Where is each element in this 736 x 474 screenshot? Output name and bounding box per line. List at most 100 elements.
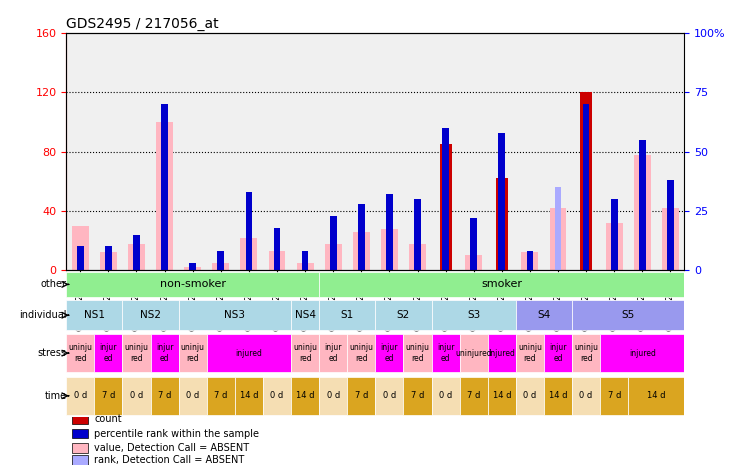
Bar [580, 92, 592, 270]
Text: time: time [45, 391, 67, 401]
FancyBboxPatch shape [94, 376, 122, 415]
Bar [217, 251, 224, 270]
Text: NS3: NS3 [224, 310, 245, 320]
Text: injured: injured [489, 349, 515, 357]
Bar [409, 244, 426, 270]
FancyBboxPatch shape [179, 301, 291, 330]
Text: smoker: smoker [481, 279, 523, 290]
Text: count: count [94, 414, 121, 425]
FancyBboxPatch shape [544, 334, 572, 373]
Bar [325, 244, 342, 270]
FancyBboxPatch shape [516, 334, 544, 373]
FancyBboxPatch shape [235, 376, 263, 415]
Bar [358, 204, 364, 270]
Bar [302, 251, 308, 270]
Bar [189, 263, 196, 270]
Bar [72, 415, 88, 424]
Text: injur
ed: injur ed [381, 344, 398, 363]
FancyBboxPatch shape [460, 334, 488, 373]
FancyBboxPatch shape [431, 376, 460, 415]
Bar [470, 218, 477, 270]
Text: NS1: NS1 [84, 310, 105, 320]
Bar [634, 155, 651, 270]
FancyBboxPatch shape [122, 334, 151, 373]
Text: 0 d: 0 d [130, 392, 143, 400]
Bar [381, 229, 398, 270]
Text: injured: injured [236, 349, 262, 357]
Text: uninju
red: uninju red [350, 344, 373, 363]
Bar [269, 251, 286, 270]
Bar [105, 246, 112, 270]
Text: injur
ed: injur ed [325, 344, 342, 363]
Text: injur
ed: injur ed [99, 344, 117, 363]
FancyBboxPatch shape [375, 334, 403, 373]
Bar [77, 246, 84, 270]
Bar [77, 246, 84, 270]
Text: 0 d: 0 d [523, 392, 537, 400]
Bar [246, 192, 252, 270]
Text: S1: S1 [341, 310, 354, 320]
FancyBboxPatch shape [263, 376, 291, 415]
FancyBboxPatch shape [94, 334, 122, 373]
Text: injur
ed: injur ed [156, 344, 174, 363]
FancyBboxPatch shape [291, 334, 319, 373]
FancyBboxPatch shape [572, 334, 600, 373]
Text: non-smoker: non-smoker [160, 279, 226, 290]
FancyBboxPatch shape [347, 376, 375, 415]
Text: rank, Detection Call = ABSENT: rank, Detection Call = ABSENT [94, 455, 244, 465]
Text: 14 d: 14 d [647, 392, 665, 400]
FancyBboxPatch shape [572, 376, 600, 415]
FancyBboxPatch shape [375, 376, 403, 415]
Bar [439, 144, 451, 270]
FancyBboxPatch shape [347, 334, 375, 373]
FancyBboxPatch shape [460, 376, 488, 415]
Bar [606, 223, 623, 270]
FancyBboxPatch shape [319, 272, 684, 297]
FancyBboxPatch shape [179, 376, 207, 415]
FancyBboxPatch shape [207, 376, 235, 415]
Bar [639, 140, 645, 270]
FancyBboxPatch shape [66, 376, 94, 415]
Text: uninju
red: uninju red [518, 344, 542, 363]
Bar [386, 204, 393, 270]
Text: uninjured: uninjured [456, 349, 492, 357]
FancyBboxPatch shape [319, 334, 347, 373]
FancyBboxPatch shape [319, 301, 375, 330]
Bar [156, 122, 173, 270]
Text: uninju
red: uninju red [574, 344, 598, 363]
Bar [72, 429, 88, 438]
Bar [496, 178, 508, 270]
Text: S3: S3 [467, 310, 481, 320]
Bar [72, 455, 88, 465]
Bar [353, 232, 369, 270]
Text: percentile rank within the sample: percentile rank within the sample [94, 428, 259, 439]
Bar [526, 251, 534, 270]
Bar [358, 211, 364, 270]
Bar [189, 263, 196, 270]
Bar [72, 226, 89, 270]
FancyBboxPatch shape [431, 334, 460, 373]
Text: injur
ed: injur ed [549, 344, 567, 363]
Bar [330, 216, 336, 270]
FancyBboxPatch shape [151, 334, 179, 373]
FancyBboxPatch shape [403, 376, 431, 415]
Text: individual: individual [19, 310, 67, 320]
Bar [213, 263, 229, 270]
Text: 14 d: 14 d [549, 392, 567, 400]
FancyBboxPatch shape [319, 376, 347, 415]
Text: 0 d: 0 d [579, 392, 592, 400]
Bar [667, 180, 673, 270]
Text: NS4: NS4 [294, 310, 316, 320]
FancyBboxPatch shape [431, 301, 516, 330]
Text: injur
ed: injur ed [437, 344, 454, 363]
Bar [611, 204, 618, 270]
Bar [100, 252, 117, 270]
FancyBboxPatch shape [122, 376, 151, 415]
Bar [465, 255, 482, 270]
Bar [667, 185, 673, 270]
FancyBboxPatch shape [544, 376, 572, 415]
Bar [555, 187, 562, 270]
Text: 0 d: 0 d [270, 392, 283, 400]
Bar [246, 204, 252, 270]
Bar [498, 133, 505, 270]
